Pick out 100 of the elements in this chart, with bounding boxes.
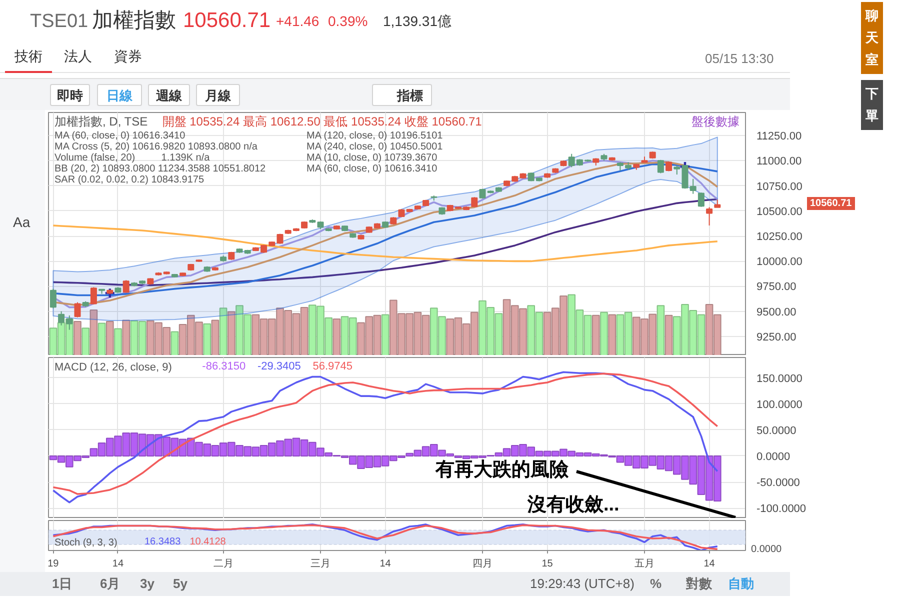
text: +41.46: [276, 12, 320, 31]
annotation: MA (240, close, 0) 10450.5001: [306, 142, 444, 152]
text: 1日: [52, 575, 72, 593]
x-tick-label: 15: [542, 558, 554, 570]
text: 下單: [861, 80, 883, 130]
y-tick-label: 10000.00: [756, 256, 802, 268]
annotation: -86.3150: [202, 360, 246, 372]
y-tick-label: 9500.00: [756, 306, 796, 318]
bar: [90, 309, 98, 355]
y-tick-label: 9250.00: [756, 331, 796, 344]
text: 聊天室: [861, 2, 883, 74]
annotation: BB (20, 2) 10893.0800 11234.3588 10551.8012: [54, 164, 266, 174]
x-tick-label: 14: [704, 558, 716, 570]
text: 技術: [5, 46, 52, 73]
bar: [332, 318, 341, 355]
bar: [656, 305, 665, 355]
annotation: SAR (0.02, 0.02, 0.2) 10843.9175: [54, 174, 204, 186]
x-tick-label: 19: [48, 558, 60, 570]
text: 法人: [64, 47, 92, 66]
text: 19:29:43 (UTC+8): [530, 575, 634, 593]
y-tick-label: 9750.00: [756, 281, 796, 294]
text: 3y: [140, 575, 154, 593]
chart-title: 加權指數, D, TSE: [54, 114, 148, 128]
candlestick: [122, 280, 130, 294]
y-tick-label: 11250.00: [756, 130, 802, 143]
text: 對數: [686, 575, 712, 593]
text: 資券: [114, 47, 142, 66]
text: %: [650, 575, 662, 593]
annotation: 開盤 10535.24 最高 10612.50 最低 10535.24 收盤 10560.71: [162, 114, 482, 128]
bar: [664, 314, 673, 355]
chart-title: MACD (12, 26, close, 9): [54, 362, 172, 374]
chart-title: Volume (false, 20): [54, 152, 136, 164]
text: 10560.71: [807, 197, 855, 210]
line-series: [52, 198, 718, 286]
annotation: 16.3483: [144, 536, 182, 548]
y-tick-label: 10500.00: [756, 206, 802, 218]
y-tick-label: 0.0000: [756, 450, 790, 463]
y-tick-label: 10750.00: [756, 180, 802, 193]
text: 0.39%: [328, 12, 368, 31]
candlestick: [706, 206, 713, 226]
bar: [82, 328, 90, 355]
annotation: MA (120, close, 0) 10196.5101: [306, 130, 444, 142]
text: Aa: [13, 213, 30, 232]
candlestick: [698, 192, 704, 208]
text: 指標: [372, 84, 432, 106]
y-tick-label: 50.0000: [756, 424, 796, 437]
annotation: -29.3405: [257, 360, 301, 372]
candlestick: [657, 159, 664, 174]
text: 日線: [97, 84, 142, 106]
text: 5y: [173, 575, 188, 593]
candlestick: [90, 286, 97, 305]
candlestick: [74, 302, 81, 318]
bar: [219, 308, 228, 355]
bar: [608, 314, 616, 355]
bar: [106, 320, 114, 355]
x-tick-label: 五月: [634, 558, 654, 570]
x-tick-label: 三月: [310, 558, 330, 570]
annotation: MA (60, close, 0) 10616.3410: [306, 164, 438, 174]
text: 月線: [196, 84, 240, 106]
annotation: 10.4128: [190, 536, 226, 548]
annotation: MA (10, close, 0) 10739.3670: [306, 152, 438, 164]
annotation: MA (60, close, 0) 10616.3410: [54, 130, 186, 142]
annotation: 1.139K n/a: [161, 152, 210, 164]
y-tick-label: -50.0000: [756, 477, 800, 490]
y-tick-label: 11000.00: [756, 156, 802, 168]
y-tick-label: 100.0000: [756, 398, 802, 411]
y-tick-label: 10250.00: [756, 231, 802, 244]
bar: [592, 314, 600, 355]
annotation: 盤後數據: [692, 114, 740, 128]
text: Stoch (9, 3, 3): [54, 538, 118, 548]
text: 加權指數: [92, 8, 176, 34]
text: 05/15 13:30: [705, 50, 774, 68]
text: TSE01: [30, 10, 88, 34]
y-tick-label: 150.0000: [756, 372, 802, 385]
candlestick: [50, 288, 56, 309]
text: 自動: [728, 575, 754, 593]
text: 週線: [148, 84, 190, 106]
x-tick-label: 14: [112, 558, 124, 570]
bar: [211, 320, 220, 355]
x-tick-label: 14: [380, 558, 392, 570]
text: 1,139.31億: [383, 12, 452, 31]
annotation: 沒有收斂...: [526, 494, 620, 516]
bar: [170, 331, 179, 355]
text: 即時: [50, 84, 90, 106]
bar: [122, 320, 130, 355]
bar: [203, 323, 211, 355]
text: 6月: [100, 575, 120, 593]
annotation: MA Cross (5, 20) 10616.9820 10893.0800 n/a: [54, 142, 258, 152]
annotation: 56.9745: [312, 360, 353, 372]
candlestick: [690, 178, 696, 194]
y-tick-label: -100.0000: [756, 503, 806, 516]
annotation: 有再大跌的風險: [434, 458, 570, 480]
x-tick-label: 四月: [472, 558, 492, 570]
text: 10560.71: [183, 8, 271, 34]
bar: [114, 328, 122, 355]
bar: [600, 312, 608, 355]
bar: [227, 311, 236, 355]
bar: [98, 322, 106, 355]
x-tick-label: 二月: [213, 558, 234, 570]
bar: [74, 320, 82, 355]
